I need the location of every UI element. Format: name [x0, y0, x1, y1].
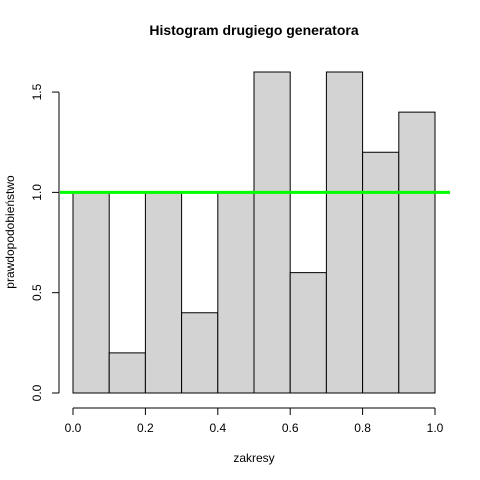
x-axis-label: zakresy	[233, 451, 274, 465]
x-tick-label: 0.8	[354, 421, 371, 435]
histogram-bar-10	[398, 111, 436, 394]
y-tick-label: 1.5	[30, 83, 44, 100]
histogram-bar-8	[325, 71, 364, 394]
y-axis-label: prawdopodobieństwo	[3, 175, 17, 289]
x-tick-label: 1.0	[427, 421, 444, 435]
x-tick-label: 0.2	[137, 421, 154, 435]
histogram-bar-6	[253, 71, 291, 394]
x-axis: 0.0 0.2 0.4 0.6 0.8 1.0	[65, 407, 444, 435]
y-tick-label: 1.0	[30, 184, 44, 201]
x-tick-label: 0.0	[65, 421, 82, 435]
x-tick-label: 0.6	[282, 421, 299, 435]
histogram-bar-9	[362, 151, 400, 394]
y-axis: 0.0 0.5 1.0 1.5	[30, 83, 60, 401]
histogram-bar-4	[181, 312, 219, 394]
histogram-bar-3	[144, 191, 183, 394]
histogram-bar-2	[108, 352, 146, 394]
bars-group	[72, 71, 436, 394]
y-tick-label: 0.0	[30, 384, 44, 401]
histogram-bar-1	[72, 191, 110, 394]
histogram-bar-5	[217, 191, 255, 394]
histogram-bar-7	[289, 272, 327, 394]
x-tick-label: 0.4	[209, 421, 226, 435]
chart-title: Histogram drugiego generatora	[149, 22, 358, 38]
y-tick-label: 0.5	[30, 284, 44, 301]
